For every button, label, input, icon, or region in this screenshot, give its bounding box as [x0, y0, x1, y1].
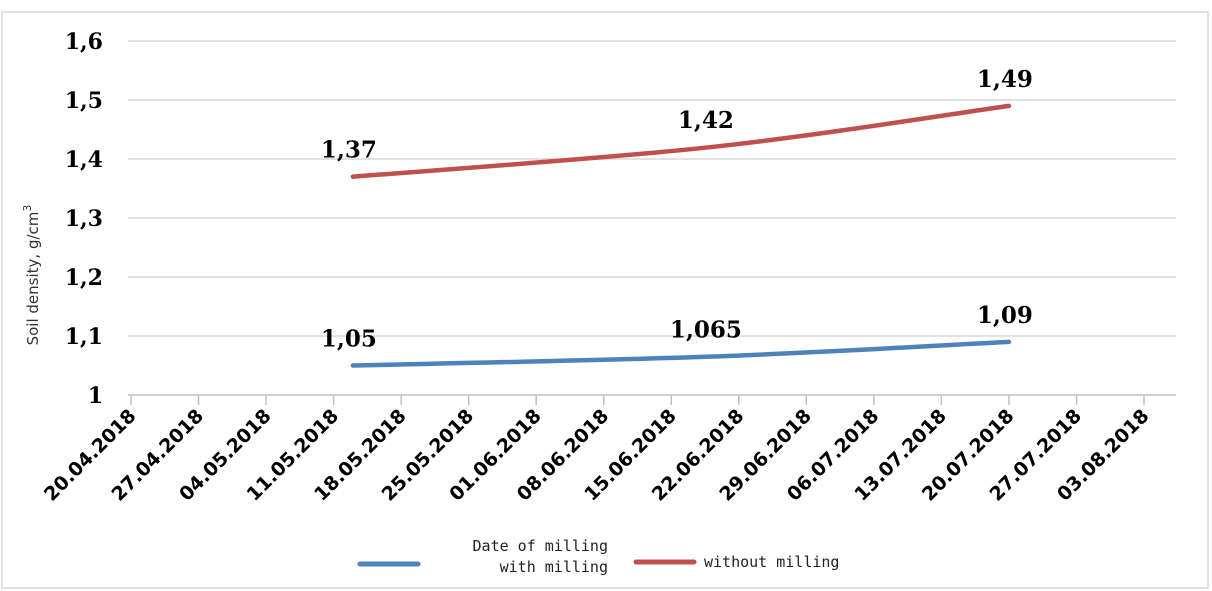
y-axis-ticks: 1 1,1 1,2 1,3 1,4 1,5 1,6	[65, 29, 103, 409]
y-tick-label: 1,6	[65, 29, 103, 55]
x-axis-label: Date of milling	[473, 537, 608, 555]
y-tick-label: 1,3	[65, 206, 103, 232]
data-label: 1,09	[977, 302, 1033, 329]
data-label: 1,37	[321, 137, 377, 164]
legend-label-without-milling: without milling	[704, 553, 839, 571]
y-tick-label: 1,5	[65, 88, 103, 114]
data-label: 1,065	[670, 317, 742, 344]
y-tick-label: 1,1	[65, 324, 103, 350]
y-tick-label: 1	[88, 383, 103, 409]
y-tick-label: 1,4	[65, 147, 103, 173]
legend: with milling without milling	[357, 553, 839, 576]
gridlines	[128, 40, 1176, 396]
legend-label-with-milling: with milling	[500, 558, 608, 576]
chart-frame	[1, 11, 1209, 589]
data-label: 1,49	[977, 66, 1033, 93]
series-line-with-milling	[350, 339, 1012, 368]
series-lines	[350, 103, 1012, 368]
y-axis-label: Soil density, g/cm3	[21, 205, 42, 346]
series-line-without-milling	[350, 103, 1012, 179]
data-labels: 1,05 1,065 1,09 1,37 1,42 1,49	[321, 66, 1033, 353]
data-label: 1,42	[678, 107, 734, 134]
y-tick-label: 1,2	[65, 265, 103, 291]
x-axis-ticks: 20.04.201827.04.201804.05.201811.05.2018…	[40, 395, 1154, 506]
data-label: 1,05	[321, 326, 377, 353]
